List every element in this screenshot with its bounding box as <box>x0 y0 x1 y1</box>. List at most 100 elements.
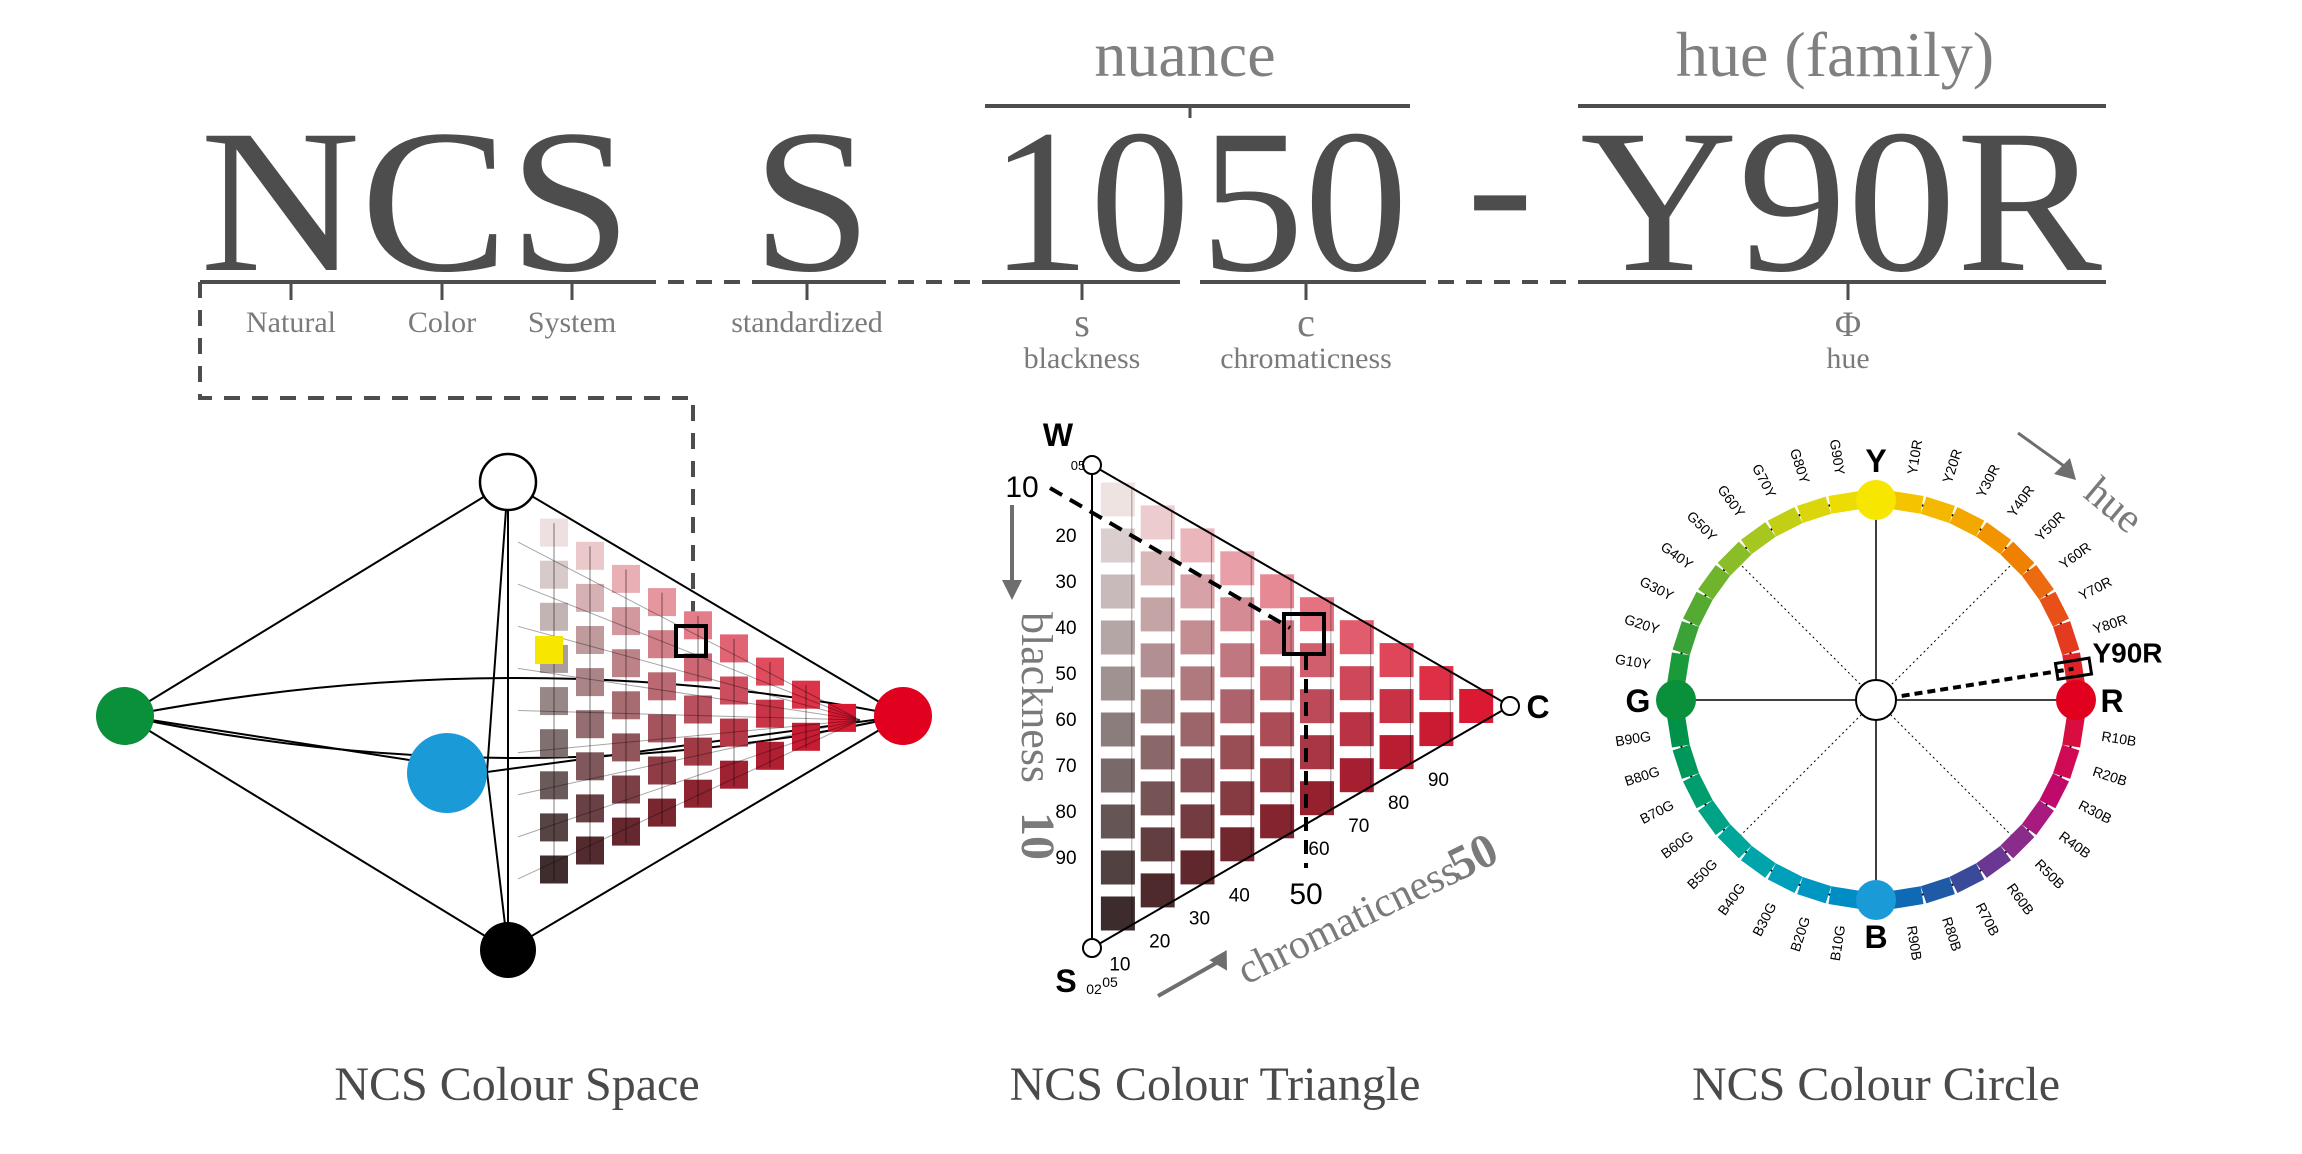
hue-segment-label: Y20R <box>1939 447 1965 485</box>
hue-segment-label: R10B <box>2100 728 2137 749</box>
space-white-pole <box>478 452 538 512</box>
hue-segment <box>1682 773 1713 809</box>
blackness-axis-value: 10 <box>1011 812 1064 860</box>
circle-blue-pole <box>1856 880 1896 920</box>
circle-g-label: G <box>1626 683 1651 719</box>
hue-segment-label: R80B <box>1939 915 1965 953</box>
hue-segment-label: R50B <box>2032 856 2068 892</box>
chromaticness-tick-label: 70 <box>1348 816 1369 837</box>
space-grid-line <box>517 541 861 721</box>
chromaticness-tick-label: 80 <box>1388 793 1409 814</box>
hue-segment-label: R70B <box>1973 900 2003 938</box>
hue-segment-label: B50G <box>1684 856 1721 893</box>
space-grid-line <box>517 719 861 754</box>
triangle-swatch <box>1100 850 1135 885</box>
triangle-swatch <box>1180 528 1215 563</box>
hue-segment <box>1891 491 1924 514</box>
triangle-swatch <box>1100 666 1135 701</box>
hue-segment <box>1920 496 1955 523</box>
hue-segment-label: B80G <box>1622 763 1661 789</box>
chromaticness-tick-label: 10 <box>1109 955 1130 976</box>
hue-segment-label: G90Y <box>1827 438 1849 477</box>
space-marker-square <box>674 624 708 658</box>
triangle-white-point <box>1082 455 1102 475</box>
triangle-swatch <box>1100 528 1135 563</box>
space-yellow-swatch <box>535 636 563 664</box>
chromaticness-digits: 50 <box>1200 88 1408 315</box>
hue-segment <box>1667 715 1690 748</box>
hue-segment <box>1976 522 2012 555</box>
hue-segment-label: B90G <box>1614 728 1652 749</box>
blackness-arrow <box>1002 505 1022 600</box>
hue-segment <box>1740 522 1776 555</box>
hue-segment <box>1740 845 1776 878</box>
space-green-point <box>96 687 154 745</box>
triangle-edges <box>1091 464 1511 949</box>
hue-segment-label: B30G <box>1749 900 1780 939</box>
c-letter-label: c <box>1297 300 1315 345</box>
hue-segment <box>1767 863 1803 894</box>
triangle-swatch <box>1220 689 1255 724</box>
triangle-swatch <box>1180 574 1215 609</box>
hue-arrow-label: hue <box>2076 468 2152 542</box>
hue-segment <box>1767 506 1803 537</box>
circle-center <box>1855 679 1897 721</box>
hue-segment <box>1717 541 1752 576</box>
caption-colour-triangle: NCS Colour Triangle <box>1010 1058 1421 1111</box>
triangle-scale-ticks: 20 30 40 50 60 70 80 90 10 20 30 40 60 70 80 90 <box>1055 526 1449 976</box>
hue-segment-label: B60G <box>1658 828 1696 862</box>
triangle-swatch <box>1459 689 1494 723</box>
hue-segment-label: G30Y <box>1637 573 1677 604</box>
space-black-pole <box>480 922 536 978</box>
hue-segment-label: B40G <box>1714 880 1748 918</box>
blackness-tick-label: 20 <box>1055 526 1076 547</box>
y90r-highlight-label: Y90R <box>2092 638 2162 669</box>
triangle-swatch <box>1260 666 1295 701</box>
circle-b-label: B <box>1864 919 1887 955</box>
dashed-connector <box>198 280 1578 638</box>
blackness-tick-label: 90 <box>1055 848 1076 869</box>
caption-colour-space: NCS Colour Space <box>334 1058 699 1111</box>
triangle-swatch <box>1379 643 1414 678</box>
ncs-colour-space <box>96 452 932 978</box>
chromaticness-header-label: chromaticness <box>1220 342 1392 375</box>
hue-segment <box>1797 496 1832 523</box>
chromaticness-tick-label: 90 <box>1428 770 1449 791</box>
triangle-swatch <box>1180 666 1215 701</box>
triangle-swatch <box>1140 505 1175 540</box>
hue-segments <box>1667 491 2085 909</box>
marker-chromaticness-value: 50 <box>1289 878 1322 911</box>
triangle-swatch <box>1220 551 1255 586</box>
hue-segment-label: Y30R <box>1973 462 2003 500</box>
hue-segment <box>2039 773 2070 809</box>
hue-segment <box>1891 886 1924 909</box>
hue-segment <box>2021 800 2054 836</box>
triangle-s-label: S <box>1055 963 1076 999</box>
hue-segment <box>1920 877 1955 904</box>
hue-segment-label: Y70R <box>2076 573 2114 603</box>
hue-segment-label: G80Y <box>1787 446 1813 486</box>
triangle-swatch <box>1339 666 1374 701</box>
circle-y-label: Y <box>1865 443 1886 479</box>
blackness-digits: 10 <box>990 88 1190 315</box>
circle-yellow-pole <box>1856 480 1896 520</box>
triangle-swatch <box>1379 735 1414 770</box>
triangle-swatch <box>1339 712 1374 747</box>
triangle-swatch <box>1220 735 1255 770</box>
space-grid-line <box>517 719 861 838</box>
hue-segment <box>2000 824 2035 859</box>
triangle-chroma-point <box>1500 696 1520 716</box>
triangle-swatch <box>1100 712 1135 747</box>
chromaticness-tick-label: 60 <box>1308 839 1329 860</box>
system-label: System <box>528 306 616 339</box>
hue-segment-label: Y50R <box>2032 508 2068 544</box>
triangle-w-label: W <box>1043 417 1074 453</box>
hue-segment <box>2062 715 2085 748</box>
triangle-swatch <box>1140 873 1175 908</box>
notation-header: nuance hue (family) NCS S 10 50 - Y90R N… <box>198 19 2106 638</box>
hue-segment <box>1976 845 2012 878</box>
hue-segment-label: Y10R <box>1904 438 1925 475</box>
triangle-swatch <box>1140 643 1175 678</box>
circle-green-pole <box>1656 680 1696 720</box>
